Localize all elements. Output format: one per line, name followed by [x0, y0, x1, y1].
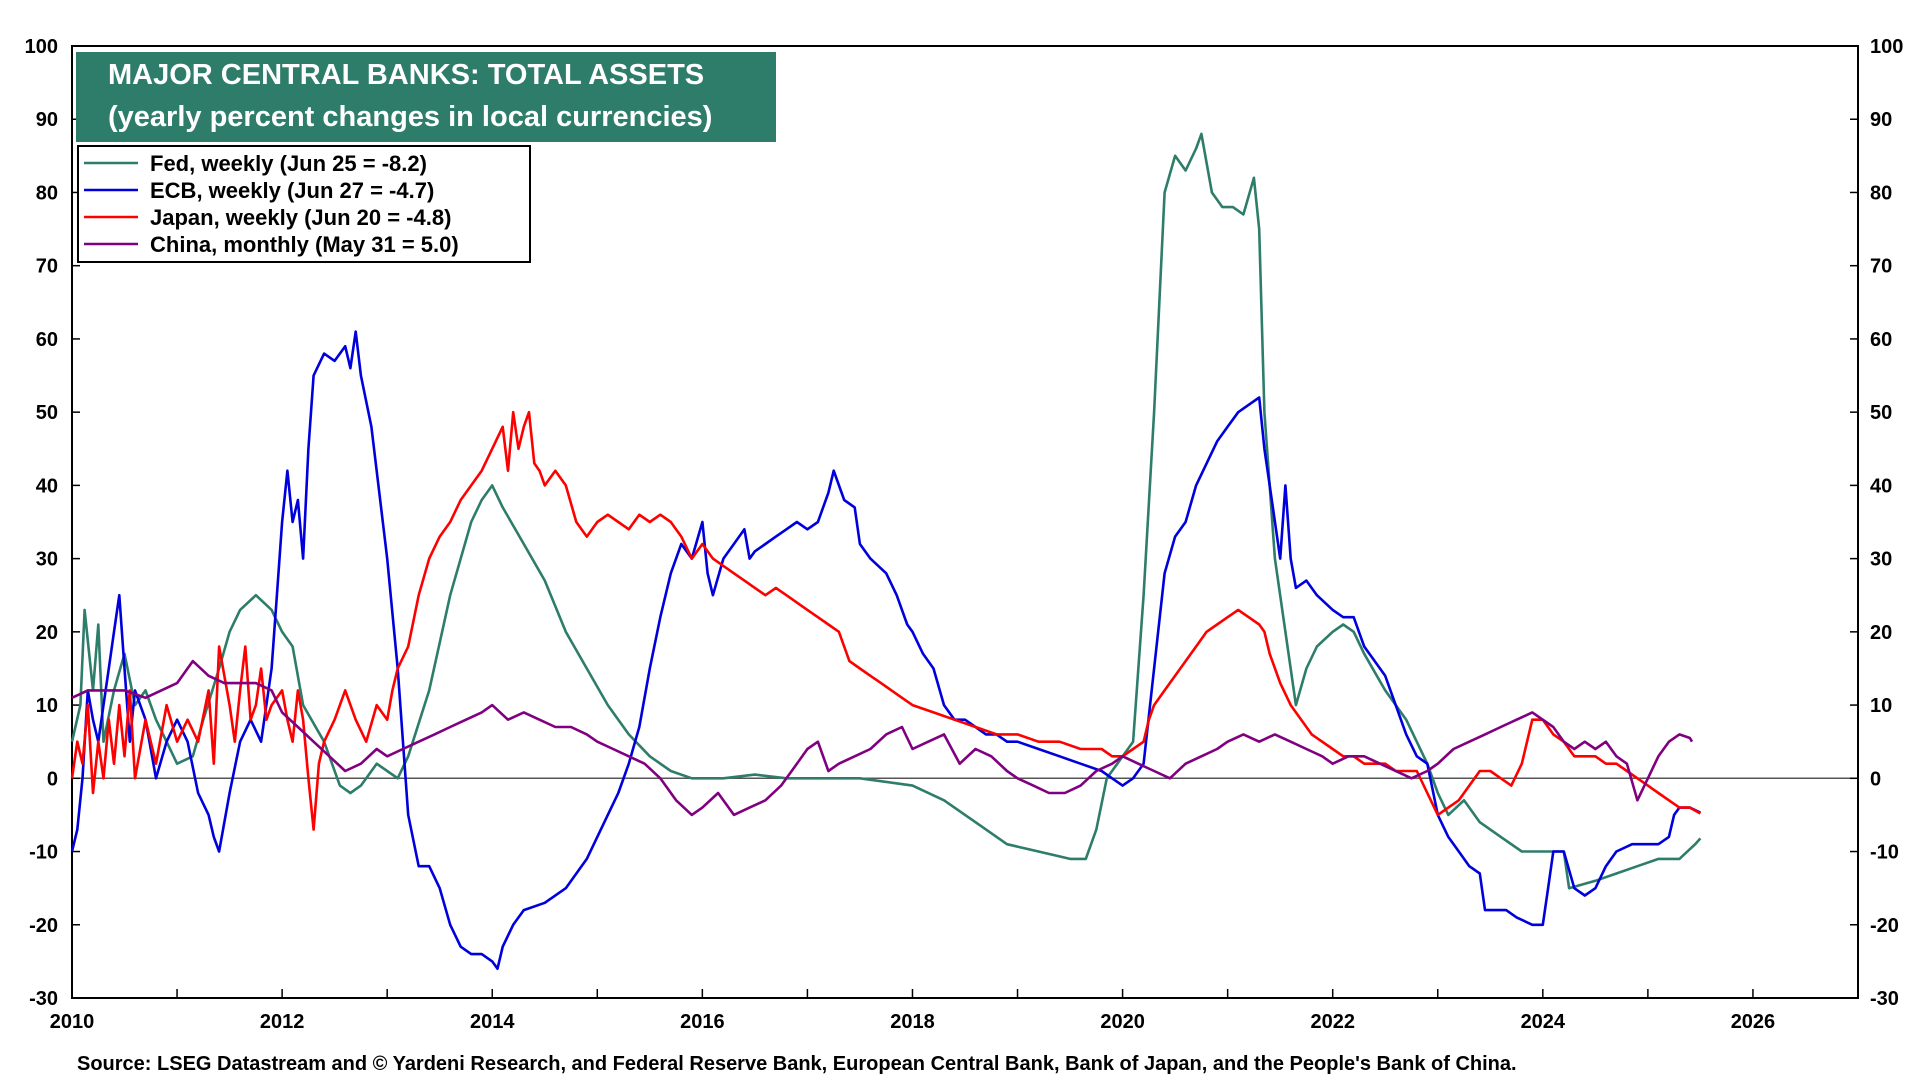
japan-series-line	[70, 410, 1702, 831]
legend-label: Japan, weekly (Jun 20 = -4.8)	[150, 205, 451, 230]
y-tick-label-right: 0	[1870, 768, 1881, 790]
y-tick-label-left: 60	[36, 329, 58, 351]
x-tick-label: 2022	[1310, 1011, 1355, 1033]
legend-label: ECB, weekly (Jun 27 = -4.7)	[150, 178, 434, 203]
ecb-series-line	[70, 330, 1701, 970]
legend-label: China, monthly (May 31 = 5.0)	[150, 232, 459, 257]
y-tick-label-left: -20	[29, 915, 58, 937]
x-tick-label: 2020	[1100, 1011, 1145, 1033]
y-tick-label-left: 30	[36, 549, 58, 571]
x-axis: 2010 2012 2014 2016 2018 2020 2022 2024 2026	[50, 989, 1859, 1033]
y-tick-label-left: 90	[36, 109, 58, 131]
x-tick-label: 2010	[50, 1011, 95, 1033]
y-tick-label-left: 80	[36, 182, 58, 204]
y-tick-label-right: 80	[1870, 182, 1892, 204]
y-tick-label-right: 50	[1870, 402, 1892, 424]
legend-box	[77, 145, 531, 263]
x-tick-label: 2016	[680, 1011, 725, 1033]
x-tick-label: 2026	[1731, 1011, 1776, 1033]
y-tick-label-left: 40	[36, 475, 58, 497]
y-tick-label-left: 50	[36, 402, 58, 424]
legend-label: Fed, weekly (Jun 25 = -8.2)	[150, 151, 427, 176]
y-tick-label-right: -20	[1870, 915, 1899, 937]
y-tick-label-left: 100	[25, 36, 58, 58]
y-tick-label-left: 20	[36, 622, 58, 644]
y-tick-label-right: 60	[1870, 329, 1892, 351]
x-tick-label: 2014	[470, 1011, 515, 1033]
source-note: Source: LSEG Datastream and © Yardeni Re…	[77, 1053, 1517, 1075]
x-tick-label: 2012	[260, 1011, 305, 1033]
y-tick-label-right: 90	[1870, 109, 1892, 131]
y-tick-label-right: 40	[1870, 475, 1892, 497]
china-series-line	[71, 659, 1694, 817]
chart-title: MAJOR CENTRAL BANKS: TOTAL ASSETS	[108, 59, 704, 91]
y-tick-label-right: 30	[1870, 549, 1892, 571]
y-tick-label-right: 70	[1870, 256, 1892, 278]
y-tick-label-right: 20	[1870, 622, 1892, 644]
fed-series-line	[70, 132, 1702, 890]
series-lines	[70, 132, 1702, 970]
y-tick-label-left: -30	[29, 988, 58, 1010]
x-tick-label: 2018	[890, 1011, 935, 1033]
y-tick-label-left: 70	[36, 256, 58, 278]
y-tick-label-left: 10	[36, 695, 58, 717]
title-box: MAJOR CENTRAL BANKS: TOTAL ASSETS (yearl…	[76, 52, 776, 142]
y-tick-label-right: 100	[1870, 36, 1903, 58]
title-background	[76, 52, 776, 142]
y-tick-label-left: -10	[29, 842, 58, 864]
y-tick-label-right: 10	[1870, 695, 1892, 717]
y-tick-label-right: -10	[1870, 842, 1899, 864]
y-tick-label-left: 0	[47, 768, 58, 790]
y-tick-label-right: -30	[1870, 988, 1899, 1010]
legend: Fed, weekly (Jun 25 = -8.2)ECB, weekly (…	[77, 145, 531, 263]
chart-subtitle: (yearly percent changes in local currenc…	[108, 101, 712, 133]
x-tick-label: 2024	[1521, 1011, 1566, 1033]
